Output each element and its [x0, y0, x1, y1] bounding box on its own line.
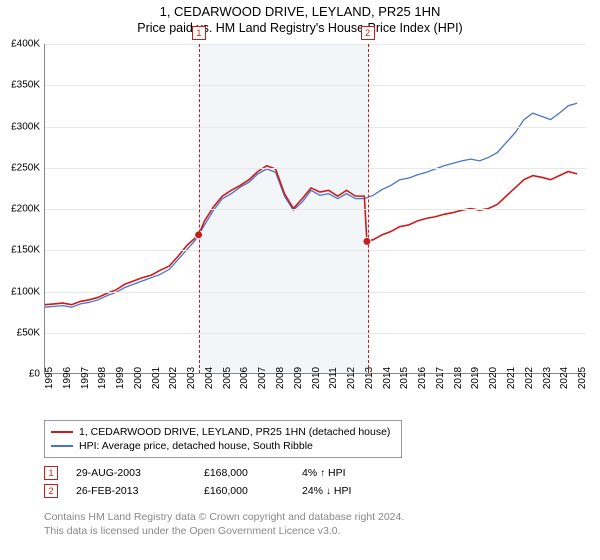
- x-tick-label: 2012: [346, 367, 357, 389]
- x-tick-label: 1995: [44, 367, 55, 389]
- x-tick-label: 2025: [577, 367, 588, 389]
- x-tick-label: 2002: [168, 367, 179, 389]
- y-gridline: [45, 209, 586, 210]
- y-gridline: [45, 292, 586, 293]
- legend-row: HPI: Average price, detached house, Sout…: [51, 439, 395, 453]
- x-tick-label: 2000: [133, 367, 144, 389]
- title-main: 1, CEDARWOOD DRIVE, LEYLAND, PR25 1HN: [0, 4, 600, 19]
- x-tick-label: 1996: [62, 367, 73, 389]
- sale-row: 2 26-FEB-2013 £160,000 24% ↓ HPI: [44, 482, 586, 500]
- x-axis: 1995199619971998199920002001200220032004…: [44, 374, 586, 422]
- sale-pct: 4% ↑ HPI: [302, 467, 412, 479]
- sale-date: 29-AUG-2003: [76, 467, 186, 479]
- footer-attribution: Contains HM Land Registry data © Crown c…: [44, 510, 586, 538]
- x-tick-label: 2003: [186, 367, 197, 389]
- sale-marker-badge: 1: [192, 26, 206, 40]
- x-tick-label: 2007: [257, 367, 268, 389]
- legend-label: HPI: Average price, detached house, Sout…: [79, 440, 313, 452]
- x-tick-label: 2019: [470, 367, 481, 389]
- y-tick-label: £200K: [11, 204, 40, 215]
- chart-plot-area: 12: [44, 44, 586, 374]
- y-tick-label: £400K: [11, 39, 40, 50]
- x-tick-label: 2010: [311, 367, 322, 389]
- x-tick-label: 2014: [382, 367, 393, 389]
- sale-marker-line: [368, 44, 369, 373]
- x-tick-label: 2016: [417, 367, 428, 389]
- x-tick-label: 2022: [524, 367, 535, 389]
- y-gridline: [45, 333, 586, 334]
- y-tick-label: £100K: [11, 286, 40, 297]
- sale-row: 1 29-AUG-2003 £168,000 4% ↑ HPI: [44, 464, 586, 482]
- x-tick-label: 2013: [364, 367, 375, 389]
- chart-titles: 1, CEDARWOOD DRIVE, LEYLAND, PR25 1HN Pr…: [0, 0, 600, 35]
- x-tick-label: 2004: [204, 367, 215, 389]
- x-tick-label: 1998: [97, 367, 108, 389]
- x-tick-label: 2006: [239, 367, 250, 389]
- y-gridline: [45, 85, 586, 86]
- y-tick-label: £350K: [11, 80, 40, 91]
- footer-line-1: Contains HM Land Registry data © Crown c…: [44, 510, 586, 524]
- sale-row-badge: 1: [44, 466, 58, 480]
- sale-price: £160,000: [204, 485, 284, 497]
- x-tick-label: 2021: [506, 367, 517, 389]
- x-tick-label: 2024: [559, 367, 570, 389]
- sale-row-badge: 2: [44, 484, 58, 498]
- y-gridline: [45, 127, 586, 128]
- y-tick-label: £250K: [11, 162, 40, 173]
- x-tick-label: 2018: [453, 367, 464, 389]
- x-tick-label: 2011: [328, 367, 339, 389]
- sale-pct: 24% ↓ HPI: [302, 485, 412, 497]
- sale-date: 26-FEB-2013: [76, 485, 186, 497]
- y-tick-label: £300K: [11, 121, 40, 132]
- y-gridline: [45, 250, 586, 251]
- y-tick-label: £50K: [17, 327, 40, 338]
- x-tick-label: 2017: [435, 367, 446, 389]
- x-tick-label: 2009: [293, 367, 304, 389]
- y-axis: £0£50K£100K£150K£200K£250K£300K£350K£400…: [0, 44, 44, 374]
- series-line-property: [45, 166, 577, 305]
- x-tick-label: 1997: [80, 367, 91, 389]
- x-tick-label: 1999: [115, 367, 126, 389]
- x-tick-label: 2008: [275, 367, 286, 389]
- y-gridline: [45, 168, 586, 169]
- legend-swatch: [51, 445, 73, 447]
- footer-line-2: This data is licensed under the Open Gov…: [44, 524, 586, 538]
- x-tick-label: 2020: [488, 367, 499, 389]
- x-tick-label: 2023: [542, 367, 553, 389]
- sale-marker-badge: 2: [361, 26, 375, 40]
- sale-price: £168,000: [204, 467, 284, 479]
- sales-table: 1 29-AUG-2003 £168,000 4% ↑ HPI 2 26-FEB-2013…: [44, 464, 586, 500]
- y-gridline: [45, 44, 586, 45]
- y-tick-label: £0: [29, 369, 40, 380]
- legend-row: 1, CEDARWOOD DRIVE, LEYLAND, PR25 1HN (d…: [51, 425, 395, 439]
- legend: 1, CEDARWOOD DRIVE, LEYLAND, PR25 1HN (d…: [44, 420, 402, 458]
- x-tick-label: 2001: [151, 367, 162, 389]
- y-tick-label: £150K: [11, 245, 40, 256]
- legend-label: 1, CEDARWOOD DRIVE, LEYLAND, PR25 1HN (d…: [79, 426, 390, 438]
- sale-marker-line: [199, 44, 200, 373]
- title-sub: Price paid vs. HM Land Registry's House …: [0, 21, 600, 35]
- legend-swatch: [51, 431, 73, 433]
- x-tick-label: 2005: [222, 367, 233, 389]
- x-tick-label: 2015: [399, 367, 410, 389]
